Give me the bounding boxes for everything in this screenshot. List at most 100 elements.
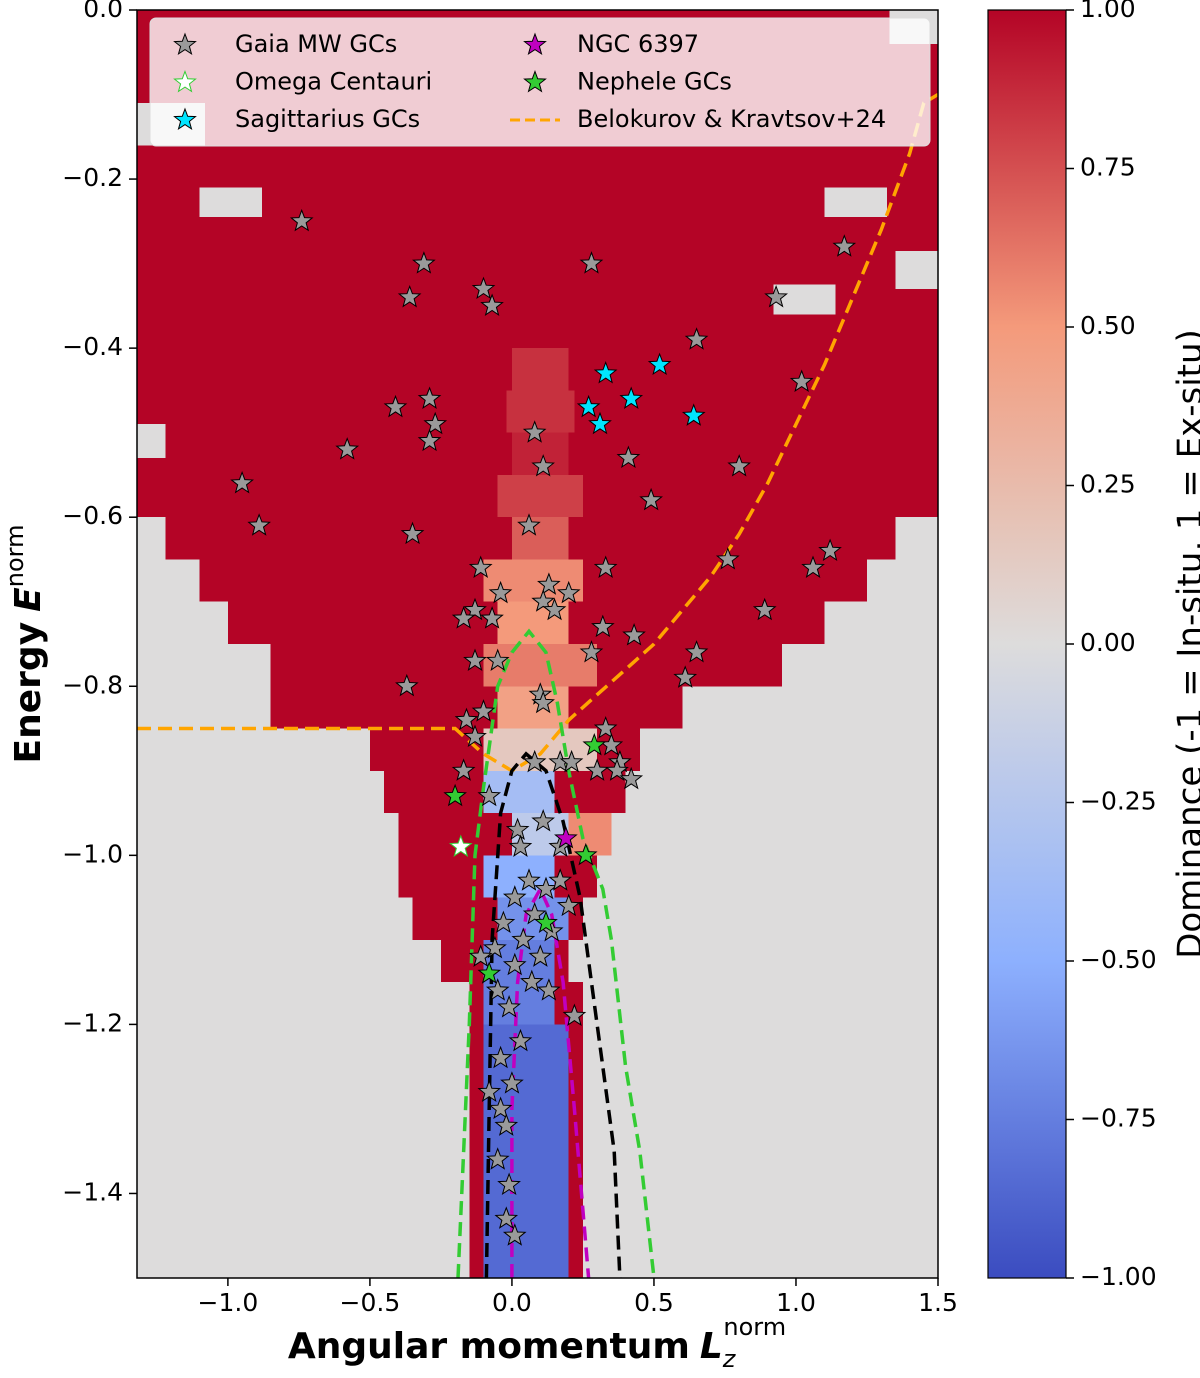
star-point [616,445,641,469]
star-point [593,716,618,739]
plot-frame [136,9,939,1279]
legend-marker [523,32,547,56]
star-point [491,910,516,934]
colorbar-tick-label: 0.50 [1080,311,1136,340]
star-point [451,606,476,629]
hex-cell [483,770,555,814]
star-point [335,437,360,460]
x-tick-label: 1.0 [776,1288,816,1317]
x-label-sub: z [722,1345,737,1373]
colorbar-tick-label: 0.00 [1080,628,1136,657]
star-point [448,834,473,857]
star-point [454,707,479,731]
colorbar-tick-label: 0.75 [1080,153,1136,182]
star-point [397,284,422,308]
colorbar: Dominance (-1 = In-situ, 1 = Ex-situ) 1.… [987,0,1200,1291]
star-point [412,251,436,274]
star-point [230,470,254,494]
star-point [485,978,510,1001]
hex-cell [568,813,612,856]
star-point [480,606,504,629]
x-tick-label: 1.5 [918,1288,958,1317]
colorbar-gradient [987,9,1067,1279]
legend-marker [173,32,197,56]
star-point [789,369,814,392]
legend-marker [523,70,547,93]
star-point [673,665,698,688]
x-tick-label: −1.0 [198,1288,259,1317]
colorbar-tick-label: 0.25 [1080,470,1136,499]
hex-cell [895,250,938,289]
star-point [619,766,644,790]
star-point [715,547,740,570]
hex-cell [511,348,569,391]
star-point [534,910,558,934]
y-tick-label: −1.0 [62,839,123,868]
star-point [502,885,527,908]
y-label-text: Energy [8,622,49,764]
star-point [554,825,578,849]
points [230,208,857,1246]
star-point [502,1223,527,1246]
colorbar-tick-label: 1.00 [1080,0,1136,23]
star-point [483,935,507,959]
x-tick-label: −0.5 [340,1288,401,1317]
star-point [247,513,271,536]
star-point [511,927,536,950]
star-point [443,783,467,807]
x-label-text: Angular momentum [288,1326,690,1367]
star-point [505,817,530,841]
star-point [395,673,419,697]
star-point [531,454,555,477]
star-point [727,454,751,477]
star-point [417,386,442,409]
x-tick-label: 0.5 [634,1288,674,1317]
star-point [531,809,555,832]
star-point [468,944,493,967]
legend: Gaia MW GCs Omega Centauri Sagittarius GCs… [149,17,931,147]
y-tick-label: −1.4 [62,1177,123,1206]
x-label-symbol: L [700,1326,723,1367]
legend-label: NGC 6397 [577,30,699,58]
star-point [764,284,788,308]
star-point [508,1028,533,1052]
star-point [559,749,584,773]
star-point [480,293,504,316]
star-point [497,995,521,1018]
y-tick-label: 0.0 [83,0,123,23]
legend-marker [173,70,197,93]
legend-label: Belokurov & Kravtsov+24 [577,105,886,133]
star-point [591,614,615,638]
y-tick-label: −0.4 [62,332,123,361]
star-point [463,648,487,671]
star-point [619,386,644,409]
star-point [494,1206,519,1229]
star-point [522,420,547,443]
star-point [494,1113,519,1136]
contours [137,92,938,1278]
y-label-sup: norm [1,525,29,588]
star-point [573,842,598,866]
star-point [517,868,541,891]
star-point [534,876,558,900]
star-point [517,513,541,536]
star-point [508,834,533,857]
star-point [556,580,581,604]
star-point [647,352,672,376]
star-point [383,394,408,418]
colorbar-tick-label: −1.00 [1080,1262,1157,1291]
star-point [832,234,857,257]
star-point [684,640,709,663]
star-point [471,699,496,722]
star-point [752,597,777,621]
colorbar-tick-label: −0.50 [1080,945,1157,974]
star-point [548,868,573,891]
contour-line [510,885,591,1278]
star-point [485,1147,510,1170]
star-point [593,361,618,384]
star-point [488,1045,513,1069]
star-point [681,403,706,426]
star-point [605,758,629,781]
star-point [477,1079,502,1103]
